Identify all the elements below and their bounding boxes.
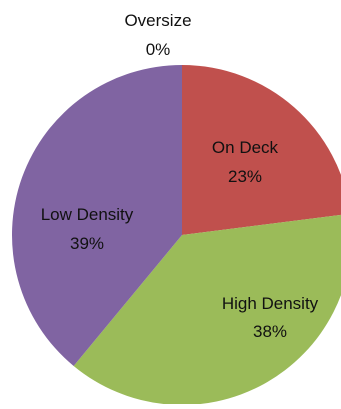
slice-label-high-density: High Density [222,294,319,313]
slice-percent-oversize: 0% [146,40,171,59]
slice-percent-on-deck: 23% [228,167,262,186]
pie-slice-high-density [73,214,341,406]
pie-slice-low-density [11,65,182,366]
pie-slice-on-deck [182,65,341,235]
slice-label-on-deck: On Deck [212,138,279,157]
slice-label-low-density: Low Density [41,205,134,224]
slice-percent-high-density: 38% [253,322,287,341]
slice-label-oversize: Oversize [124,11,191,30]
slice-percent-low-density: 39% [70,234,104,253]
